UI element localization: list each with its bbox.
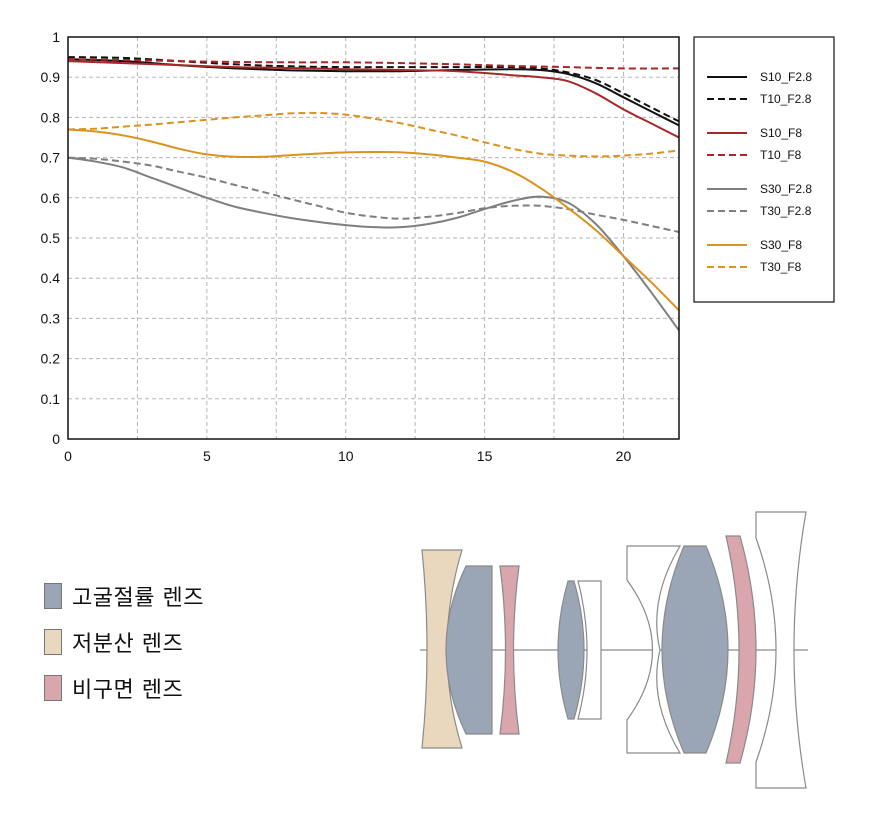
legend-label: S10_F2.8 bbox=[760, 70, 812, 84]
y-tick-label: 1 bbox=[52, 29, 60, 45]
series-line-s30-f8 bbox=[67, 128, 680, 312]
y-tick-label: 0.1 bbox=[41, 391, 61, 407]
x-tick-label: 20 bbox=[616, 448, 632, 464]
lens-element-clear bbox=[577, 580, 602, 720]
lens-key-item-high-refractive: 고굴절률 렌즈 bbox=[44, 580, 204, 612]
series-line-t30-f8 bbox=[67, 111, 680, 158]
lens-element-low-dispersion bbox=[421, 549, 463, 749]
lens-swatch bbox=[44, 583, 62, 609]
lens-element-clear bbox=[626, 545, 682, 754]
legend-label: T30_F2.8 bbox=[760, 204, 812, 218]
mtf-chart: 00.10.20.30.40.50.60.70.80.910 5 10 15 20 S1… bbox=[41, 29, 835, 464]
lens-key-label: 비구면 렌즈 bbox=[72, 678, 184, 703]
x-tick-label: 5 bbox=[203, 448, 211, 464]
series-line-s30-f2-8 bbox=[67, 156, 680, 332]
lens-element-high-refractive bbox=[661, 545, 729, 754]
lens-element-clear bbox=[755, 511, 807, 789]
chart-legend: S10_F2.8 T10_F2.8 S10_F8 T10_F8 S30_F2.8 T30_… bbox=[693, 36, 835, 303]
legend-label: S30_F8 bbox=[760, 238, 802, 252]
plot-frame bbox=[67, 36, 680, 440]
y-tick-label: 0.4 bbox=[41, 270, 61, 286]
y-tick-label: 0.2 bbox=[41, 351, 61, 367]
series-line-s10-f8 bbox=[67, 60, 680, 139]
y-tick-label: 0.9 bbox=[41, 69, 61, 85]
lens-key-item-aspherical: 비구면 렌즈 bbox=[44, 672, 204, 704]
y-tick-label: 0.6 bbox=[41, 190, 61, 206]
lens-cross-section-diagram bbox=[420, 511, 808, 789]
legend-label: T30_F8 bbox=[760, 260, 802, 274]
y-tick-label: 0.5 bbox=[41, 230, 61, 246]
x-tick-label: 15 bbox=[477, 448, 493, 464]
legend-box bbox=[693, 36, 835, 303]
series-line-t30-f2-8 bbox=[67, 156, 680, 233]
lens-type-key: 고굴절률 렌즈 저분산 렌즈 비구면 렌즈 bbox=[44, 580, 204, 718]
lens-swatch bbox=[44, 629, 62, 655]
lens-key-label: 저분산 렌즈 bbox=[72, 632, 184, 657]
grid-lines bbox=[68, 37, 679, 439]
series-lines bbox=[67, 56, 680, 332]
legend-label: S30_F2.8 bbox=[760, 182, 812, 196]
lens-swatch bbox=[44, 675, 62, 701]
x-tick-label: 10 bbox=[338, 448, 354, 464]
x-tick-label: 0 bbox=[64, 448, 72, 464]
legend-label: T10_F2.8 bbox=[760, 92, 812, 106]
lens-element-high-refractive bbox=[445, 565, 493, 735]
legend-label: S10_F8 bbox=[760, 126, 802, 140]
y-tick-label: 0 bbox=[52, 431, 60, 447]
lens-element-aspherical bbox=[725, 535, 757, 764]
y-tick-label: 0.8 bbox=[41, 109, 61, 125]
y-tick-label: 0.7 bbox=[41, 150, 61, 166]
lens-key-item-low-dispersion: 저분산 렌즈 bbox=[44, 626, 204, 658]
legend-label: T10_F8 bbox=[760, 148, 802, 162]
lens-element-aspherical bbox=[499, 565, 520, 735]
lens-element-high-refractive bbox=[557, 580, 585, 720]
lens-key-label: 고굴절률 렌즈 bbox=[72, 586, 204, 611]
tick-labels: 00.10.20.30.40.50.60.70.80.910 5 10 15 20 bbox=[41, 29, 632, 464]
y-tick-label: 0.3 bbox=[41, 310, 61, 326]
